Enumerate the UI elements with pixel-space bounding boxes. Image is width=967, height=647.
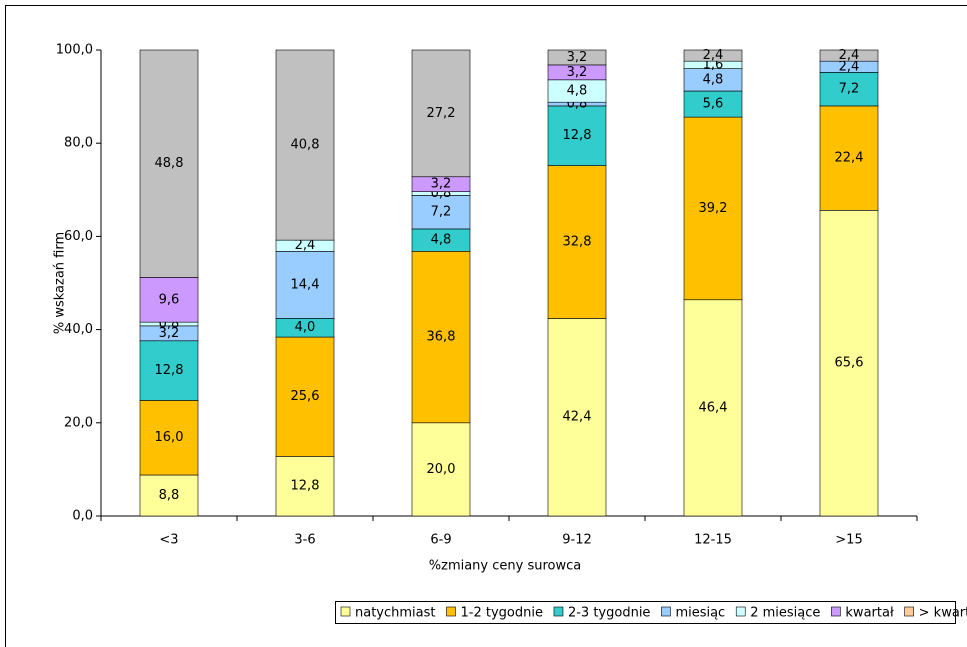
bar-segment — [275, 251, 335, 319]
bar-segment — [683, 49, 743, 62]
data-label: 3,2 — [567, 50, 588, 65]
data-label: 4,8 — [567, 84, 588, 99]
bar-segment — [139, 277, 199, 323]
data-label: 7,2 — [431, 205, 452, 220]
data-label: 14,4 — [291, 277, 320, 292]
legend-swatch — [904, 606, 914, 617]
bar-segment — [139, 49, 199, 278]
y-tick-label: 80,0 — [64, 136, 93, 151]
data-label: 39,2 — [699, 201, 728, 216]
x-tick-label: 9-12 — [562, 533, 592, 548]
bar-segment — [275, 49, 335, 241]
bar-segment — [683, 299, 743, 517]
legend-swatch — [553, 606, 564, 617]
bar-segment — [411, 49, 471, 178]
bar-segment — [275, 456, 335, 517]
y-axis-title: % wskazań firm — [53, 232, 68, 334]
data-label: 20,0 — [427, 462, 456, 477]
bar-segment — [683, 116, 743, 301]
bar-segment — [819, 72, 879, 107]
data-label: 12,8 — [563, 128, 592, 143]
data-label: 22,4 — [835, 151, 864, 166]
data-label: 2,4 — [839, 59, 860, 74]
data-label: 8,8 — [159, 488, 180, 503]
data-label: 65,6 — [835, 356, 864, 371]
data-label: 7,2 — [839, 82, 860, 97]
data-label: 4,8 — [431, 233, 452, 248]
bar-segment — [547, 165, 607, 319]
bar-segment — [411, 195, 471, 230]
bar-segment — [547, 49, 607, 66]
x-tick-label: 6-9 — [430, 533, 451, 548]
data-label: 36,8 — [427, 330, 456, 345]
bar-segment — [819, 49, 879, 62]
data-label: 48,8 — [155, 156, 184, 171]
legend-swatch — [735, 606, 746, 617]
y-tick-label: 20,0 — [64, 415, 93, 430]
data-label: 46,4 — [699, 400, 728, 415]
legend-label: natychmiast — [355, 606, 436, 621]
data-label: 2,4 — [295, 238, 316, 253]
data-label: 3,2 — [159, 326, 180, 341]
data-label: 3,2 — [431, 177, 452, 192]
data-label: 12,8 — [155, 363, 184, 378]
data-label: 5,6 — [703, 97, 724, 112]
data-label: 4,8 — [703, 72, 724, 87]
legend-label: 1-2 tygodnie — [461, 606, 543, 621]
legend-label: 2 miesiące — [750, 606, 820, 621]
bar-segment — [683, 90, 743, 118]
legend-swatch — [831, 606, 841, 617]
bar-segment — [819, 210, 879, 517]
y-tick-label: 100,0 — [56, 43, 93, 58]
y-tick-label: 40,0 — [64, 322, 93, 337]
data-label: 42,4 — [563, 410, 592, 425]
data-label: 40,8 — [291, 138, 320, 153]
legend-label: > kwartał — [919, 606, 967, 621]
y-tick-label: 60,0 — [64, 229, 93, 244]
legend-swatch — [661, 606, 671, 617]
data-label: 4,0 — [295, 320, 316, 335]
legend-label: kwartał — [845, 606, 894, 621]
legend-box — [335, 601, 956, 624]
x-tick-label: 12-15 — [694, 533, 732, 548]
y-tick-label: 0,0 — [72, 509, 93, 524]
legend-swatch — [340, 606, 351, 617]
bar-segment — [275, 336, 335, 457]
data-label: 16,0 — [155, 430, 184, 445]
data-label: 27,2 — [427, 106, 456, 121]
legend-label: 2-3 tygodnie — [568, 606, 650, 621]
data-label: 32,8 — [563, 234, 592, 249]
bar-segment — [139, 400, 199, 476]
legend-label: miesiąc — [675, 606, 725, 621]
bar-segment — [411, 251, 471, 424]
legend-swatch — [446, 606, 456, 617]
bar-segment — [819, 105, 879, 211]
x-tick-label: 3-6 — [294, 533, 315, 548]
bar-segment — [139, 340, 199, 401]
data-label: 2,4 — [703, 48, 724, 63]
x-axis-title: %zmiany ceny surowca — [429, 559, 581, 574]
bar-segment — [547, 318, 607, 517]
data-label: 3,2 — [567, 65, 588, 80]
data-label: 9,6 — [159, 292, 180, 307]
data-label: 12,8 — [291, 479, 320, 494]
x-tick-label: >15 — [835, 533, 862, 548]
x-tick-label: <3 — [159, 533, 178, 548]
data-label: 25,6 — [291, 389, 320, 404]
data-label: 2,4 — [839, 48, 860, 63]
bar-segment — [411, 422, 471, 517]
bar-segment — [139, 474, 199, 517]
